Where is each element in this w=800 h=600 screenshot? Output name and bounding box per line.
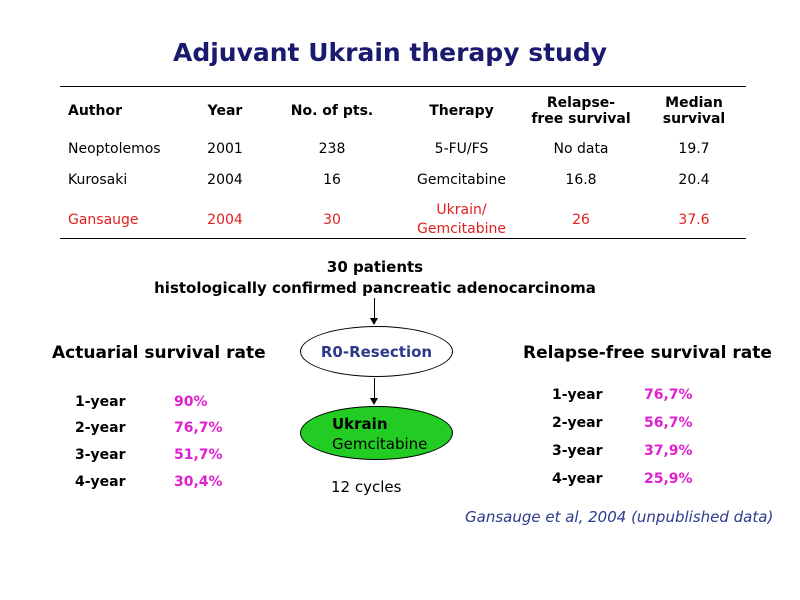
therapy-node: Ukrain Gemcitabine: [300, 406, 453, 460]
arrow-down-icon: [370, 398, 378, 405]
arrow-down-icon: [370, 318, 378, 325]
patients-diagnosis: histologically confirmed pancreatic aden…: [154, 279, 596, 297]
therapy-drug-1: Ukrain: [332, 415, 388, 433]
resection-label: R0-Resection: [320, 343, 433, 361]
cell-relapse-free: 26: [572, 211, 590, 228]
actuarial-label: 2-year: [75, 420, 126, 436]
patients-description: 30 patients histologically confirmed pan…: [130, 257, 620, 299]
actuarial-value: 30,4%: [174, 474, 223, 490]
actuarial-value: 90%: [174, 394, 208, 410]
patients-count: 30 patients: [326, 258, 424, 276]
cell-median-survival: 37.6: [678, 211, 710, 228]
actuarial-value: 51,7%: [174, 447, 223, 463]
table-row: Kurosaki 2004 16 Gemcitabine 16.8 20.4: [60, 165, 746, 196]
table-header-row: Author Year No. of pts. Therapy Relapse-…: [60, 88, 746, 134]
cell-year: 2004: [207, 172, 243, 188]
actuarial-value: 76,7%: [174, 420, 223, 436]
cell-year: 2004: [207, 211, 243, 228]
header-year: Year: [207, 103, 243, 119]
cell-therapy: Ukrain/ Gemcitabine: [416, 202, 507, 237]
cell-author: Kurosaki: [68, 172, 128, 188]
arrow-line-1: [374, 298, 375, 318]
resection-node: R0-Resection: [300, 326, 453, 377]
cell-median-survival: 20.4: [678, 172, 710, 188]
actuarial-title: Actuarial survival rate: [52, 343, 266, 363]
relapse-free-label: 1-year: [552, 387, 603, 403]
header-median-survival: Median survival: [662, 95, 726, 127]
cell-year: 2001: [207, 141, 243, 157]
study-table: Author Year No. of pts. Therapy Relapse-…: [60, 88, 746, 244]
cell-author: Neoptolemos: [68, 141, 161, 157]
actuarial-label: 1-year: [75, 394, 126, 410]
page-title: Adjuvant Ukrain therapy study: [172, 38, 608, 67]
cell-therapy: 5-FU/FS: [434, 141, 489, 157]
table-top-rule: [60, 86, 746, 87]
actuarial-label: 4-year: [75, 474, 126, 490]
cycles-label: 12 cycles: [331, 478, 402, 496]
header-no-of-pts: No. of pts.: [290, 103, 374, 119]
cell-no-of-pts: 30: [323, 211, 341, 228]
cell-therapy: Gemcitabine: [416, 172, 507, 188]
actuarial-label: 3-year: [75, 447, 126, 463]
header-therapy: Therapy: [429, 103, 494, 119]
relapse-free-value: 56,7%: [644, 415, 693, 431]
cell-no-of-pts: 238: [318, 141, 346, 157]
relapse-free-label: 3-year: [552, 443, 603, 459]
table-bottom-rule: [60, 238, 746, 239]
citation: Gansauge et al, 2004 (unpublished data): [465, 508, 774, 526]
cell-relapse-free: No data: [553, 141, 609, 157]
cell-relapse-free: 16.8: [565, 172, 597, 188]
relapse-free-label: 4-year: [552, 471, 603, 487]
table-row-highlighted: Gansauge 2004 30 Ukrain/ Gemcitabine 26 …: [60, 196, 746, 244]
relapse-free-value: 37,9%: [644, 443, 693, 459]
header-author: Author: [68, 103, 122, 119]
cell-median-survival: 19.7: [678, 141, 710, 157]
relapse-free-title: Relapse-free survival rate: [523, 343, 772, 363]
header-relapse-free-survival: Relapse- free survival: [531, 95, 631, 127]
relapse-free-label: 2-year: [552, 415, 603, 431]
cell-author: Gansauge: [68, 211, 139, 228]
relapse-free-value: 25,9%: [644, 471, 693, 487]
arrow-line-2: [374, 378, 375, 398]
therapy-drug-2: Gemcitabine: [332, 435, 428, 453]
table-row: Neoptolemos 2001 238 5-FU/FS No data 19.…: [60, 134, 746, 165]
cell-no-of-pts: 16: [323, 172, 341, 188]
relapse-free-value: 76,7%: [644, 387, 693, 403]
